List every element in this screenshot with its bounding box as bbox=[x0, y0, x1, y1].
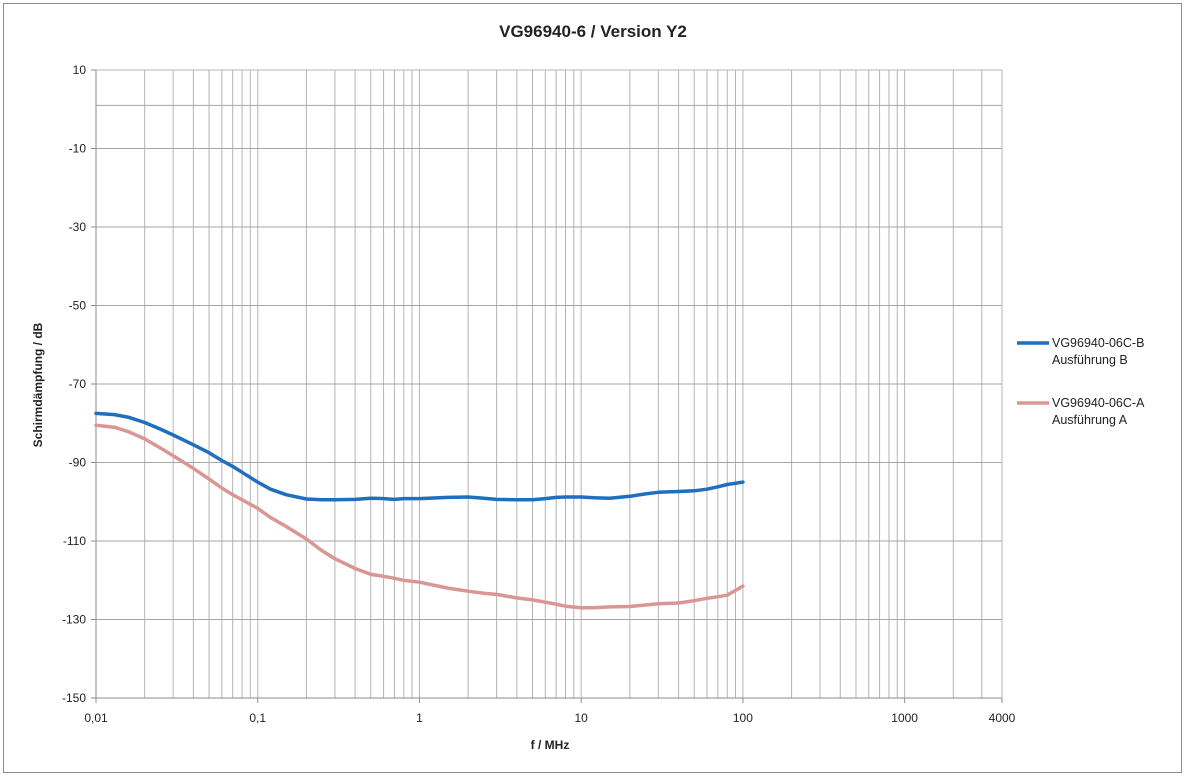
x-tick-label: 4000 bbox=[989, 711, 1016, 725]
y-tick-label: -50 bbox=[69, 299, 87, 313]
legend-label-2: VG96940-06C-A bbox=[1052, 396, 1145, 410]
legend: VG96940-06C-B Ausführung B VG96940-06C-A Au… bbox=[1017, 336, 1145, 427]
x-tick-label: 100 bbox=[733, 711, 753, 725]
x-tick-label: 10 bbox=[574, 711, 588, 725]
x-tick-label: 1000 bbox=[891, 711, 918, 725]
grid bbox=[96, 69, 1002, 698]
x-axis-label: f / MHz bbox=[531, 738, 570, 752]
y-tick-label: 10 bbox=[73, 63, 87, 77]
y-tick-label: -70 bbox=[69, 377, 87, 391]
y-tick-label: -150 bbox=[62, 691, 86, 705]
y-tick-label: -90 bbox=[69, 456, 87, 470]
tick-labels: 10 -10 -30 -50 -70 -90 -110 -130 -150 0,01 0,1 1 10 1… bbox=[62, 63, 1016, 725]
y-tick-label: -30 bbox=[69, 220, 87, 234]
series-line-2 bbox=[94, 423, 745, 610]
chart-title: VG96940-6 / Version Y2 bbox=[499, 22, 687, 41]
legend-sublabel-2: Ausführung A bbox=[1052, 413, 1128, 427]
chart-frame bbox=[3, 3, 1182, 773]
x-tick-label: 0,01 bbox=[84, 711, 108, 725]
y-tick-label: -130 bbox=[62, 613, 86, 627]
axes bbox=[91, 69, 1003, 703]
y-axis-label: Schirmdämpfung / dB bbox=[31, 322, 45, 447]
legend-label-1: VG96940-06C-B bbox=[1052, 336, 1144, 350]
x-tick-label: 0,1 bbox=[249, 711, 266, 725]
legend-sublabel-1: Ausführung B bbox=[1052, 353, 1128, 367]
series-lines bbox=[94, 411, 745, 610]
y-tick-label: -110 bbox=[63, 534, 86, 548]
y-tick-label: -10 bbox=[69, 142, 87, 156]
series-line-1 bbox=[94, 411, 745, 502]
x-tick-label: 1 bbox=[416, 711, 423, 725]
